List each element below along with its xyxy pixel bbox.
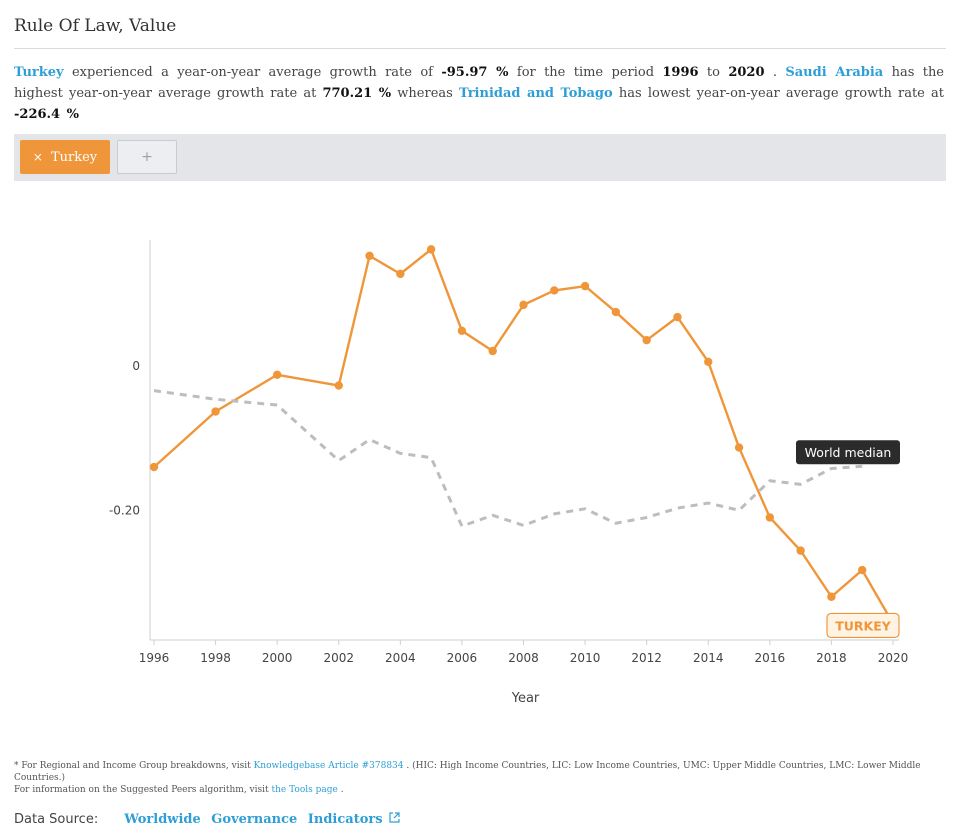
turkey-data-point: [673, 312, 682, 322]
x-tick-label: 1998: [200, 651, 231, 665]
footnote-2-text-b: .: [337, 785, 344, 795]
summary-top-country-link[interactable]: Saudi Arabia: [785, 65, 884, 80]
data-source: Data Source: Worldwide Governance Indicat…: [14, 812, 400, 827]
summary-text: Turkey experienced a year-on-year averag…: [14, 62, 944, 125]
turkey-data-point: [272, 370, 282, 379]
turkey-data-point: [211, 407, 220, 416]
chart-axes: 1996 1998 2000 2002 2004 2006 2008 2010 2012 2014…: [109, 240, 908, 706]
x-tick-label: 2012: [631, 651, 662, 665]
footnote-1: * For Regional and Income Group breakdow…: [14, 760, 934, 784]
turkey-data-point: [149, 462, 159, 472]
x-tick-label: 2014: [693, 651, 724, 665]
x-axis-title: Year: [511, 691, 540, 706]
page-title: Rule Of Law, Value: [14, 16, 177, 36]
summary-text-2: for the time period: [508, 65, 663, 80]
footnote-1-text-a: * For Regional and Income Group breakdow…: [14, 761, 254, 771]
turkey-data-point: [365, 251, 374, 261]
turkey-data-point: [334, 381, 343, 390]
turkey-data-point: [611, 307, 621, 317]
turkey-data-point: [858, 565, 867, 575]
turkey-line: [153, 248, 895, 625]
line-chart: 1996 1998 2000 2002 2004 2006 2008 2010 2012 2014…: [109, 240, 908, 706]
turkey-data-point: [704, 357, 713, 367]
turkey-data-point: [396, 269, 405, 279]
x-tick-label: 1996: [139, 651, 170, 665]
summary-text-4: .: [764, 65, 786, 80]
x-tick-label: 2006: [447, 651, 478, 665]
summary-end-year: 2020: [728, 65, 765, 80]
world-median-tooltip: [796, 440, 900, 465]
turkey-data-point: [642, 335, 651, 345]
summary-rate: -95.97 %: [441, 65, 509, 80]
close-icon[interactable]: ×: [32, 150, 43, 164]
x-tick-label: 2010: [570, 651, 601, 665]
summary-text-6: whereas: [391, 86, 459, 101]
country-toolbar: × Turkey +: [14, 134, 946, 181]
summary-text-5: has the highest year-on-year average gro…: [14, 65, 945, 101]
summary-top-rate: 770.21 %: [322, 86, 392, 101]
x-tick-label: 2020: [878, 651, 909, 665]
x-tick-label: 2000: [262, 651, 293, 665]
turkey-data-point: [827, 592, 836, 601]
turkey-data-point: [457, 326, 467, 336]
tools-page-link[interactable]: the Tools page: [271, 785, 338, 795]
x-tick-label: 2016: [755, 651, 786, 665]
turkey-data-point: [550, 286, 559, 295]
footnote-1-text-b: . (HIC: High Income Countries, LIC: Low …: [14, 761, 921, 783]
turkey-data-point: [765, 513, 775, 522]
footnote-2: For information on the Suggested Peers a…: [14, 784, 934, 796]
title-divider: [14, 48, 946, 49]
add-country-button[interactable]: +: [117, 140, 177, 174]
turkey-data-point: [519, 300, 528, 310]
summary-text-3: to: [698, 65, 729, 80]
country-chip-turkey[interactable]: × Turkey: [20, 140, 110, 174]
summary-start-year: 1996: [662, 65, 699, 80]
x-tick-label: 2018: [816, 651, 847, 665]
turkey-data-point: [488, 346, 497, 356]
knowledgebase-link[interactable]: Knowledgebase Article #378834: [253, 761, 404, 771]
turkey-data-point: [426, 245, 436, 254]
external-link-icon[interactable]: [388, 812, 400, 826]
summary-country-link[interactable]: Turkey: [14, 65, 64, 80]
turkey-data-point: [796, 546, 805, 555]
footnote-2-text-a: For information on the Suggested Peers a…: [14, 785, 272, 795]
summary-text-7: has lowest year-on-year average growth r…: [612, 86, 945, 101]
turkey-data-point: [734, 443, 744, 452]
summary-text-1: experienced a year-on-year average growt…: [63, 65, 442, 80]
country-chip-label: Turkey: [50, 149, 98, 165]
data-source-link[interactable]: Worldwide Governance Indicators: [124, 812, 383, 827]
x-tick-label: 2004: [385, 651, 416, 665]
chart-labels: World median TURKEY: [796, 440, 900, 639]
y-tick-label: -0.20: [109, 503, 140, 517]
data-source-label: Data Source:: [14, 812, 99, 827]
footnotes: * For Regional and Income Group breakdow…: [14, 760, 934, 796]
summary-low-rate: -226.4 %: [14, 107, 79, 122]
world-median-tooltip-label: World median: [805, 445, 892, 460]
x-tick-label: 2008: [508, 651, 539, 665]
x-tick-label: 2002: [323, 651, 354, 665]
world-median-line: [153, 389, 863, 528]
summary-low-country-link[interactable]: Trinidad and Tobago: [458, 86, 613, 101]
turkey-end-label-box: [826, 612, 900, 639]
turkey-end-label: TURKEY: [835, 618, 892, 633]
turkey-data-point: [580, 281, 590, 291]
y-tick-label: 0: [132, 359, 140, 373]
chart-series: [149, 245, 898, 628]
